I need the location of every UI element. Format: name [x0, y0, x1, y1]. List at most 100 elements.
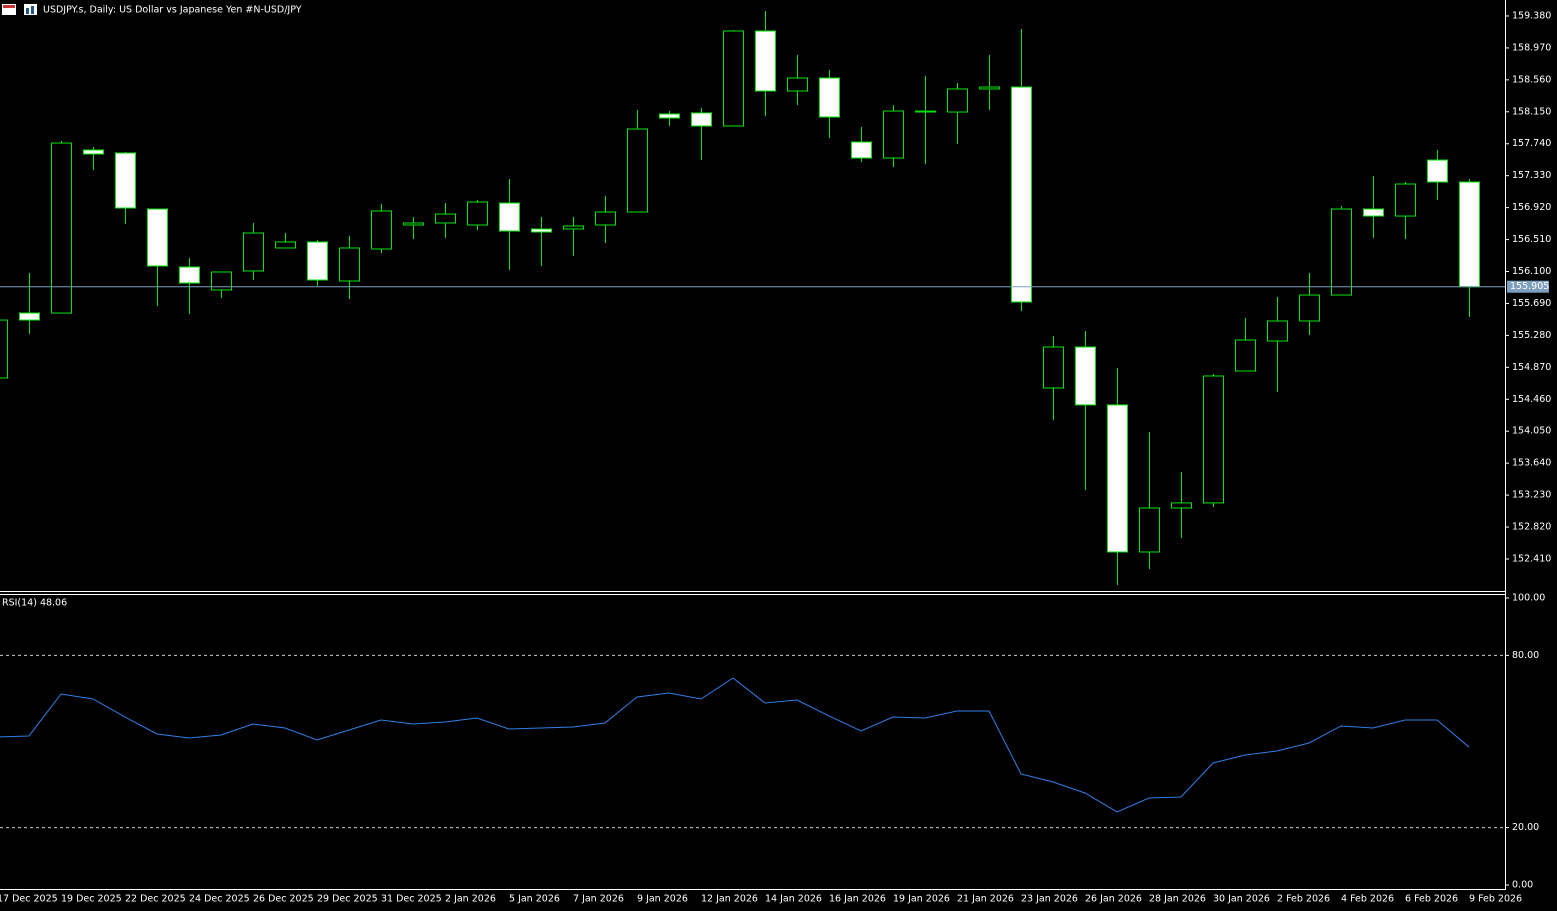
- y-tick-label: 155.280: [1512, 330, 1551, 341]
- y-tick-label: 152.410: [1512, 553, 1551, 564]
- menu-icon: [3, 5, 15, 8]
- chart-title: USDJPY.s, Daily: US Dollar vs Japanese Y…: [43, 5, 302, 16]
- rsi-line: [0, 677, 1470, 813]
- candle-body: [147, 208, 168, 267]
- y-tick-label: 156.100: [1512, 266, 1551, 277]
- candle-body: [1395, 183, 1416, 217]
- chart-icon: [31, 6, 34, 14]
- y-tick-label: 20.00: [1512, 822, 1539, 833]
- candle-body: [403, 222, 424, 226]
- candle-body: [755, 30, 776, 92]
- x-tick-label: 31 Dec 2025: [381, 894, 442, 905]
- candle-body: [1427, 159, 1448, 183]
- y-tick-label: 158.560: [1512, 74, 1551, 85]
- candle-body: [1459, 181, 1480, 288]
- candle-body: [435, 213, 456, 224]
- candle-body: [339, 247, 360, 282]
- candle-body: [1011, 86, 1032, 303]
- candle-body: [1171, 502, 1192, 509]
- candle-body: [691, 112, 712, 127]
- x-tick-label: 16 Jan 2026: [829, 894, 886, 905]
- y-tick-label: 80.00: [1512, 650, 1539, 661]
- candle-body: [1075, 346, 1096, 406]
- x-tick-label: 17 Dec 2025: [0, 894, 58, 905]
- x-tick-label: 23 Jan 2026: [1021, 894, 1078, 905]
- y-tick-label: 155.690: [1512, 298, 1551, 309]
- y-tick-label: 156.510: [1512, 234, 1551, 245]
- indicator-label: RSI(14) 48.06: [2, 598, 67, 609]
- x-tick-label: 6 Feb 2026: [1405, 894, 1458, 905]
- y-tick-label: 158.150: [1512, 106, 1551, 117]
- candle-body: [595, 211, 616, 226]
- candle-body: [723, 30, 744, 127]
- x-tick-label: 9 Feb 2026: [1469, 894, 1522, 905]
- current-price-box: [1507, 280, 1549, 293]
- x-tick-label: 19 Dec 2025: [61, 894, 122, 905]
- x-tick-label: 28 Jan 2026: [1149, 894, 1206, 905]
- y-tick-label: 157.330: [1512, 170, 1551, 181]
- candle-body: [0, 319, 8, 379]
- candle-body: [627, 128, 648, 213]
- x-tick-label: 7 Jan 2026: [573, 894, 624, 905]
- candle-body: [563, 225, 584, 230]
- candle-body: [1235, 339, 1256, 372]
- y-tick-label: 159.380: [1512, 10, 1551, 21]
- x-tick-label: 29 Dec 2025: [317, 894, 378, 905]
- x-tick-label: 26 Jan 2026: [1085, 894, 1142, 905]
- candle-body: [1363, 208, 1384, 217]
- candle-body: [83, 149, 104, 155]
- candle-body: [1203, 375, 1224, 504]
- candle-body: [179, 266, 200, 284]
- candle-body: [851, 141, 872, 159]
- candle-body: [531, 228, 552, 233]
- y-tick-label: 153.230: [1512, 490, 1551, 501]
- candle-body: [275, 241, 296, 249]
- y-tick-label: 154.460: [1512, 394, 1551, 405]
- y-tick-label: 154.870: [1512, 362, 1551, 373]
- candle-body: [1331, 208, 1352, 296]
- candle-body: [1139, 507, 1160, 553]
- candle-body: [979, 86, 1000, 90]
- x-tick-label: 21 Jan 2026: [957, 894, 1014, 905]
- y-tick-label: 154.050: [1512, 426, 1551, 437]
- x-tick-label: 2 Feb 2026: [1277, 894, 1330, 905]
- candle-body: [947, 88, 968, 113]
- y-tick-label: 0.00: [1512, 879, 1533, 890]
- x-tick-label: 5 Jan 2026: [509, 894, 560, 905]
- candle-body: [1107, 404, 1128, 553]
- candle-body: [915, 110, 936, 113]
- menu-icon: [2, 4, 16, 15]
- candle-body: [819, 77, 840, 118]
- candle-body: [307, 241, 328, 281]
- x-tick-label: 9 Jan 2026: [637, 894, 688, 905]
- candle-body: [371, 210, 392, 250]
- y-tick-label: 152.820: [1512, 522, 1551, 533]
- x-tick-label: 30 Jan 2026: [1213, 894, 1270, 905]
- candle-body: [659, 113, 680, 119]
- candle-body: [1299, 294, 1320, 322]
- candle-body: [243, 232, 264, 272]
- x-tick-label: 22 Dec 2025: [125, 894, 186, 905]
- x-tick-label: 2 Jan 2026: [445, 894, 496, 905]
- chart-icon: [26, 8, 29, 14]
- candle-body: [19, 312, 40, 321]
- candle-body: [499, 202, 520, 232]
- x-tick-label: 19 Jan 2026: [893, 894, 950, 905]
- candle-body: [211, 271, 232, 291]
- candle-body: [1267, 320, 1288, 342]
- x-tick-label: 14 Jan 2026: [765, 894, 822, 905]
- y-tick-label: 157.740: [1512, 138, 1551, 149]
- chart-icon: [24, 4, 37, 15]
- candle-body: [787, 77, 808, 92]
- x-tick-label: 4 Feb 2026: [1341, 894, 1394, 905]
- candle-body: [115, 152, 136, 209]
- current-price-label: 155.905: [1510, 281, 1549, 292]
- y-tick-label: 100.00: [1512, 592, 1545, 603]
- x-tick-label: 12 Jan 2026: [701, 894, 758, 905]
- candle-body: [467, 201, 488, 226]
- x-tick-label: 26 Dec 2025: [253, 894, 314, 905]
- y-tick-label: 156.920: [1512, 202, 1551, 213]
- candle-body: [883, 110, 904, 159]
- candle-body: [51, 142, 72, 314]
